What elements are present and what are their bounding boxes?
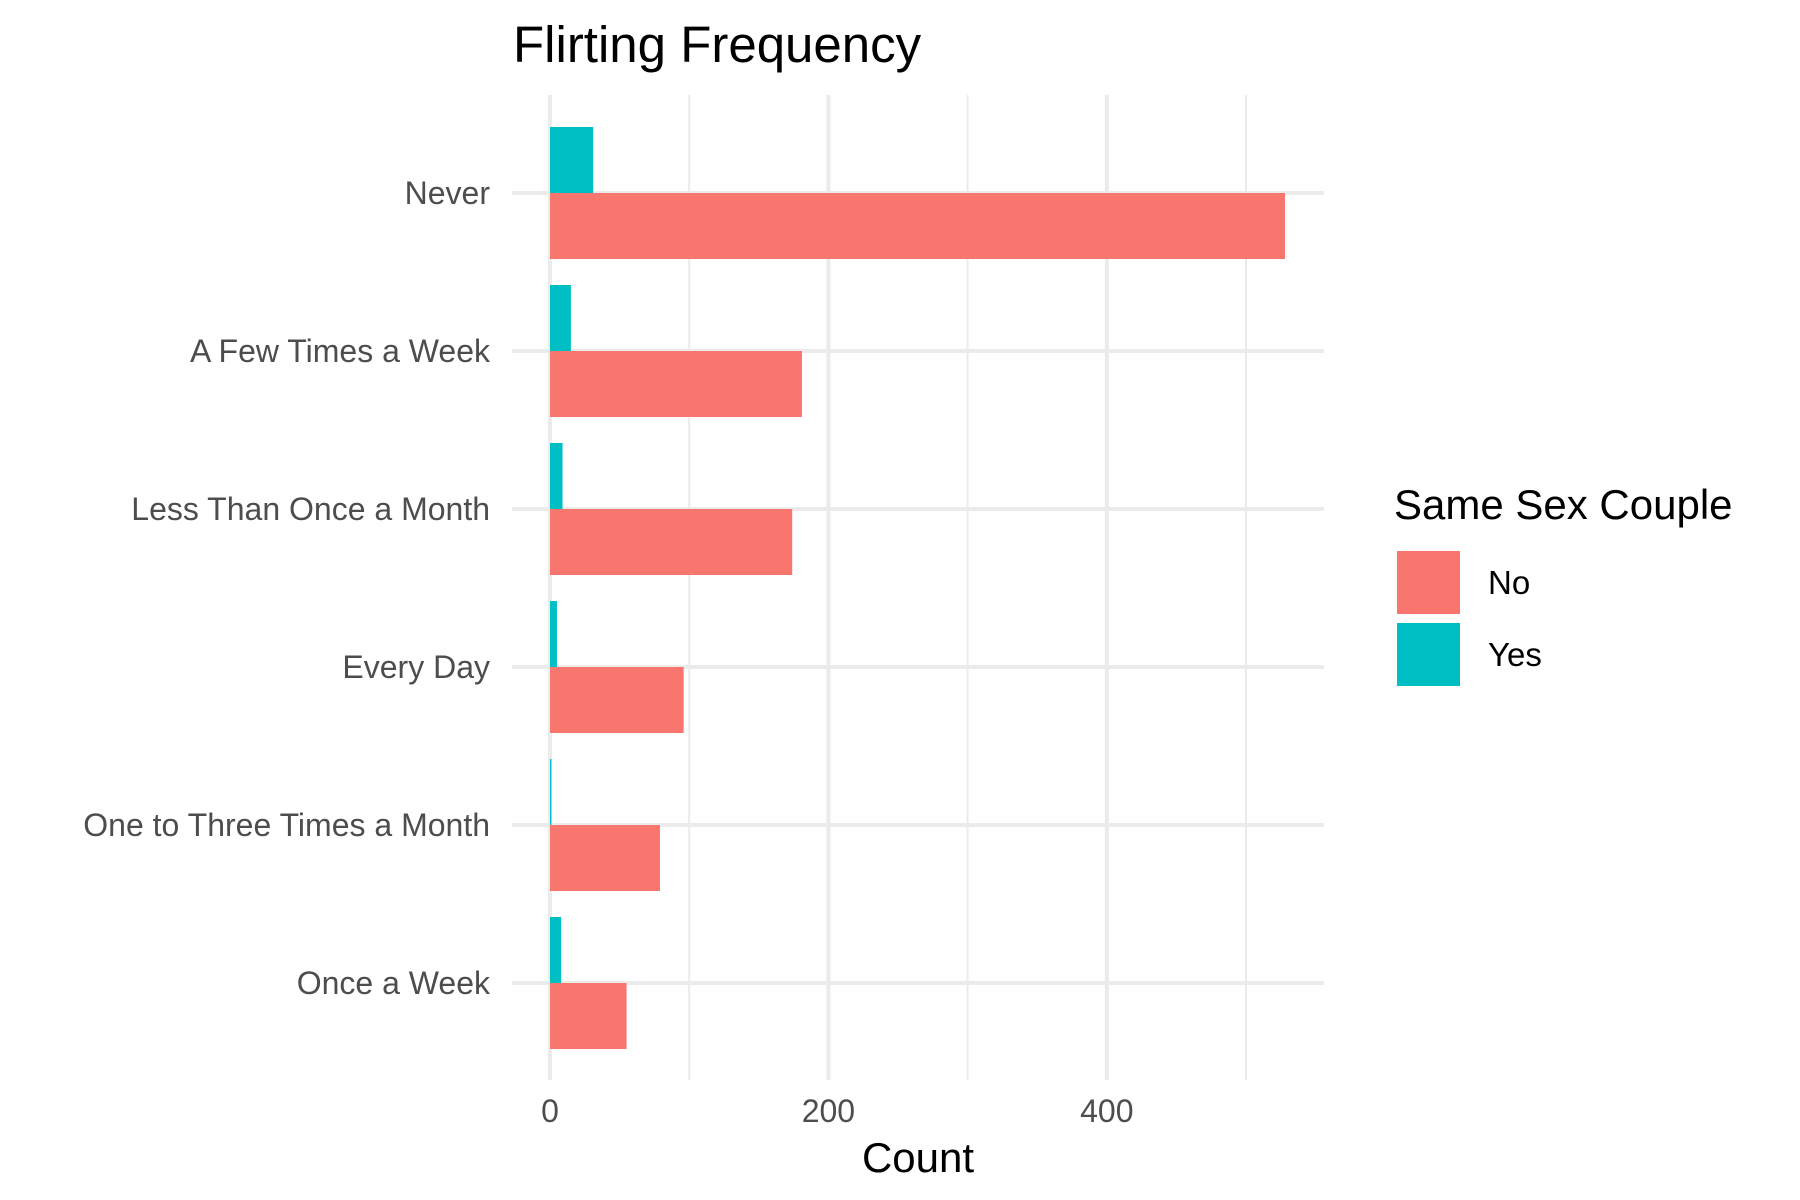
chart-title: Flirting Frequency (513, 16, 922, 73)
bar-no (550, 351, 802, 417)
category-label: Less Than Once a Month (131, 491, 490, 527)
category-label: A Few Times a Week (190, 333, 491, 369)
bar-no (550, 667, 684, 733)
bar-yes (550, 759, 552, 825)
category-label: Once a Week (297, 965, 491, 1001)
bar-yes (550, 127, 594, 193)
x-tick-label: 400 (1080, 1093, 1133, 1129)
x-tick-label: 200 (802, 1093, 855, 1129)
legend-key-yes (1397, 623, 1460, 686)
category-labels: Never A Few Times a Week Less Than Once a … (83, 175, 491, 1001)
legend-label-yes: Yes (1488, 636, 1542, 673)
x-tick-label: 0 (541, 1093, 559, 1129)
legend-key-no (1397, 551, 1460, 614)
bar-no (550, 509, 793, 575)
category-label: Never (405, 175, 491, 211)
x-axis-title: Count (862, 1134, 974, 1181)
category-label: One to Three Times a Month (83, 807, 490, 843)
legend-title: Same Sex Couple (1394, 481, 1733, 528)
bar-no (550, 983, 627, 1049)
bar-yes (550, 443, 563, 509)
bar-no (550, 193, 1285, 259)
bars (550, 127, 1285, 1049)
bar-yes (550, 601, 557, 667)
legend-label-no: No (1488, 564, 1530, 601)
bar-yes (550, 285, 571, 351)
bar-yes (550, 917, 562, 983)
legend: Same Sex Couple No Yes (1394, 481, 1733, 686)
bar-no (550, 825, 660, 891)
category-label: Every Day (342, 649, 490, 685)
x-tick-labels: 0 200 400 (541, 1093, 1133, 1129)
